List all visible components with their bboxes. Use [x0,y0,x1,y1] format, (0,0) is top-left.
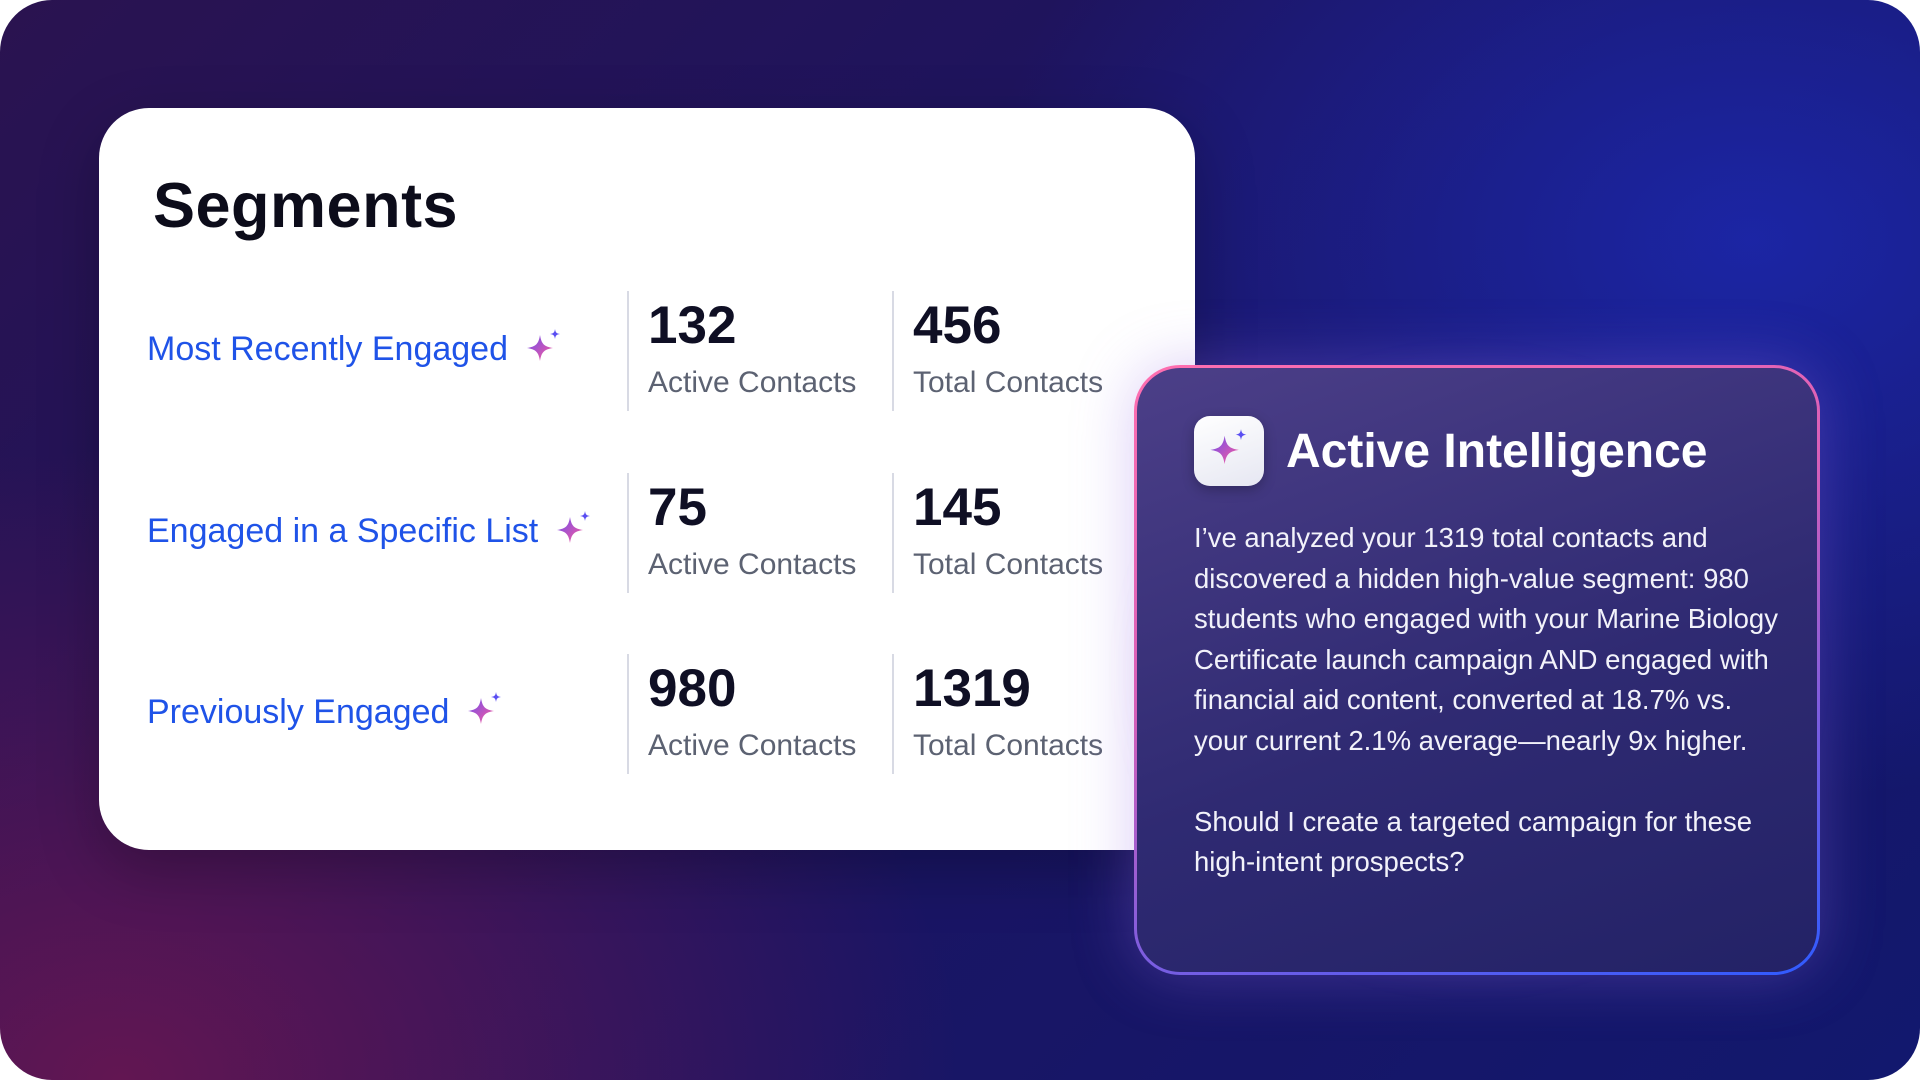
active-contacts-label: Active Contacts [648,366,857,399]
sparkle-icon [552,509,596,553]
column-divider [627,654,629,774]
column-divider [892,473,894,593]
total-contacts-stat: 456 Total Contacts [913,299,1103,400]
total-contacts-label: Total Contacts [913,548,1104,581]
total-contacts-label: Total Contacts [913,366,1104,399]
segments-title: Segments [153,171,459,241]
ai-message: I’ve analyzed your 1319 total contacts a… [1194,518,1784,883]
segment-name: Most Recently Engaged [147,329,508,368]
segment-row-engaged-in-specific-list: Engaged in a Specific List [99,473,1195,593]
active-contacts-label: Active Contacts [648,729,857,762]
ai-logo [1194,416,1264,486]
active-contacts-value: 980 [648,659,737,718]
segments-card: Segments Most Recently Engaged [99,108,1195,850]
active-contacts-stat: 75 Active Contacts [648,481,856,582]
total-contacts-value: 1319 [913,659,1031,718]
ai-message-paragraph: I’ve analyzed your 1319 total contacts a… [1194,522,1778,756]
sparkle-icon [1205,427,1253,475]
active-contacts-stat: 980 Active Contacts [648,662,856,763]
segment-name: Engaged in a Specific List [147,511,539,550]
total-contacts-stat: 145 Total Contacts [913,481,1103,582]
ai-panel-header: Active Intelligence [1194,416,1707,486]
total-contacts-label: Total Contacts [913,729,1104,762]
column-divider [892,291,894,411]
sparkle-icon [522,327,566,371]
active-contacts-stat: 132 Active Contacts [648,299,856,400]
segment-link-most-recently-engaged[interactable]: Most Recently Engaged [147,327,566,371]
active-intelligence-panel: Active Intelligence I’ve analyzed your 1… [1134,365,1820,975]
segment-name: Previously Engaged [147,692,450,731]
active-contacts-label: Active Contacts [648,548,857,581]
segment-link-previously-engaged[interactable]: Previously Engaged [147,690,507,734]
column-divider [892,654,894,774]
active-contacts-value: 75 [648,478,707,537]
segment-row-most-recently-engaged: Most Recently Engaged [99,291,1195,411]
column-divider [627,473,629,593]
active-contacts-value: 132 [648,296,737,355]
ai-panel-title: Active Intelligence [1286,424,1708,478]
segment-row-previously-engaged: Previously Engaged [99,654,1195,774]
total-contacts-value: 456 [913,296,1002,355]
sparkle-icon [463,690,507,734]
total-contacts-stat: 1319 Total Contacts [913,662,1103,763]
column-divider [627,291,629,411]
total-contacts-value: 145 [913,478,1002,537]
segment-link-engaged-in-specific-list[interactable]: Engaged in a Specific List [147,509,596,553]
ai-message-question: Should I create a targeted campaign for … [1194,805,1752,878]
